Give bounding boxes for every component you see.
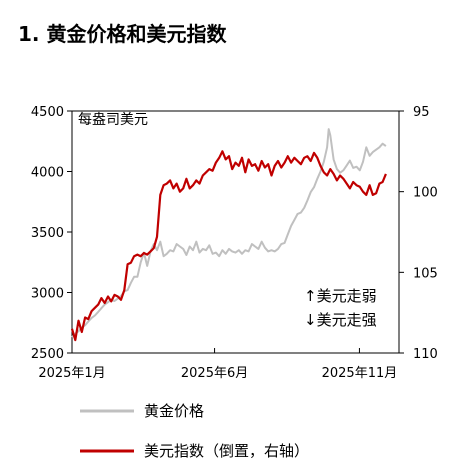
- left-tick-label: 3000: [31, 287, 64, 302]
- x-axis: 2025年1月 2025年6月 2025年11月: [38, 348, 397, 381]
- left-axis: 2500 3000 3500 4000 4500: [31, 105, 72, 362]
- left-tick-label: 4500: [31, 105, 64, 120]
- annotation-dollar-weak: ↑美元走弱: [304, 287, 377, 305]
- right-tick-label: 95: [413, 105, 430, 120]
- x-tick-label: 2025年1月: [38, 366, 105, 381]
- left-tick-label: 3500: [31, 226, 64, 241]
- left-tick-label: 4000: [31, 166, 64, 181]
- legend-label: 黄金价格: [144, 402, 204, 420]
- right-axis: 95 100 105 110: [399, 105, 438, 362]
- annotation-dollar-strong: ↓美元走强: [304, 311, 377, 329]
- right-tick-label: 100: [413, 186, 438, 201]
- x-tick-label: 2025年11月: [322, 366, 398, 381]
- right-tick-label: 105: [413, 266, 438, 281]
- right-tick-label: 110: [413, 347, 438, 362]
- x-tick-label: 2025年6月: [181, 366, 248, 381]
- unit-label: 每盎司美元: [78, 112, 148, 128]
- left-tick-label: 2500: [31, 347, 64, 362]
- legend-label: 美元指数（倒置，右轴）: [144, 442, 309, 460]
- page-title: 1. 黄金价格和美元指数: [18, 22, 227, 46]
- dollar-index-line: [70, 150, 387, 342]
- series-layer: [70, 128, 387, 342]
